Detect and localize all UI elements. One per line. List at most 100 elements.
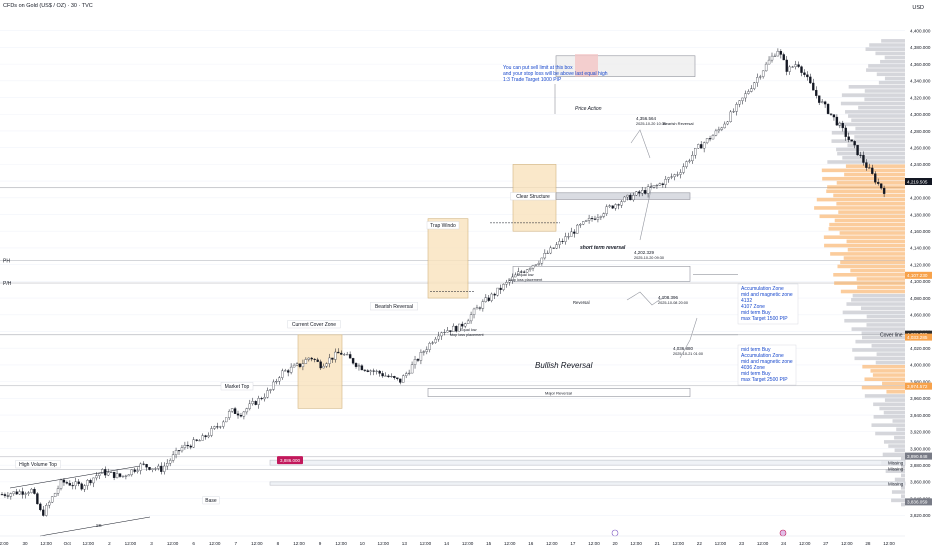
volume-profile-bar	[865, 47, 905, 51]
candle-body	[104, 469, 107, 476]
candle-body	[325, 363, 328, 367]
candle-body	[233, 408, 237, 414]
candle-body	[413, 359, 417, 365]
candle-body	[664, 179, 667, 185]
candle-body	[487, 297, 490, 301]
candle-body	[310, 357, 313, 360]
candle-body	[629, 194, 632, 201]
volume-profile-bar	[873, 415, 905, 419]
candle-body	[871, 167, 874, 174]
candle-body	[596, 217, 600, 220]
clear-structure-label: Clear Structure	[516, 194, 550, 200]
price-badge	[277, 456, 303, 465]
volume-profile-bar	[875, 360, 905, 365]
y-tick-label: 3,820.000	[910, 513, 931, 518]
candle-body	[655, 185, 659, 187]
volume-profile-bar	[833, 273, 905, 277]
candle-body	[393, 376, 396, 378]
volume-profile-bar	[894, 435, 905, 440]
candle-body	[207, 435, 210, 438]
event-marker[interactable]	[779, 529, 787, 537]
candle-body	[440, 332, 443, 337]
accumulation-note-1: mid term Buy	[741, 310, 771, 316]
reversal-date: 2025-10-08 20:00	[658, 301, 688, 305]
y-tick-label: 3,940.000	[910, 413, 931, 418]
volume-profile-bar	[901, 486, 905, 490]
candle-body	[700, 144, 703, 149]
accumulation-note-2: mid term Buy	[741, 347, 771, 353]
candle-body	[154, 468, 157, 470]
candle-body	[614, 204, 617, 209]
candle-body	[829, 113, 833, 115]
bearish-red-box	[575, 54, 598, 77]
candle-body	[80, 483, 83, 490]
candle-body	[9, 493, 13, 497]
candle-body	[157, 465, 160, 469]
y-tick-label: 3,920.000	[910, 430, 931, 435]
y-tick-label: 4,100.000	[910, 279, 931, 284]
x-tick-label: 30	[23, 541, 29, 546]
candle-body	[230, 408, 234, 412]
price-tag	[905, 498, 932, 506]
candle-body	[189, 445, 192, 448]
candle-body	[475, 307, 479, 310]
volume-profile-bar	[814, 206, 905, 210]
candle-body	[561, 241, 564, 242]
volume-profile-bar	[878, 80, 905, 85]
volume-profile-bar	[836, 181, 905, 185]
projection-path	[639, 184, 653, 241]
candle-body	[826, 103, 830, 114]
candle-body	[502, 284, 505, 290]
y-tick-label: 4,300.000	[910, 112, 931, 117]
candle-body	[558, 241, 561, 245]
candle-body	[620, 201, 623, 206]
x-tick-label: 12:00	[167, 541, 179, 546]
x-tick-label: 6	[192, 541, 195, 546]
candle-body	[458, 323, 461, 332]
candle-body	[688, 160, 691, 162]
y-tick-label: 4,180.000	[910, 212, 931, 217]
candle-body	[59, 479, 63, 489]
y-tick-label: 4,340.000	[910, 79, 931, 84]
candle-body	[422, 351, 426, 353]
candle-body	[48, 501, 51, 506]
candle-body	[275, 381, 278, 383]
candle-body	[30, 488, 33, 493]
candle-body	[21, 491, 24, 495]
bearish-reversal-label-bg	[370, 302, 419, 311]
candle-body	[331, 357, 334, 360]
x-tick-label: 12:00	[378, 541, 390, 546]
str-date: 2025-10-20 09:30	[634, 256, 664, 260]
candle-body	[222, 421, 225, 427]
candle-body	[166, 463, 169, 467]
volume-profile-bar	[850, 268, 905, 273]
candle-body	[407, 372, 411, 374]
y-tick-label: 4,380.000	[910, 45, 931, 50]
event-marker[interactable]	[611, 529, 619, 537]
candle-body	[286, 370, 290, 373]
candle-body	[517, 271, 520, 276]
projection-path	[626, 291, 666, 306]
candle-body	[198, 440, 201, 442]
candle-body	[304, 359, 308, 364]
candle-body	[496, 287, 499, 296]
x-tick-label: 12:00	[883, 541, 895, 546]
bullish-date: 2025-10-21 01:00	[673, 352, 703, 356]
candle-body	[523, 271, 526, 273]
equal-low-label: Equal low	[517, 273, 534, 277]
candle-body	[782, 54, 785, 61]
volume-profile-bar	[869, 43, 905, 47]
candle-body	[396, 377, 399, 380]
volume-profile-bar	[876, 352, 905, 356]
candle-body	[838, 122, 842, 126]
sell-note-line: and your stop loss will be above last eq…	[503, 71, 608, 77]
volume-profile-bar	[883, 440, 905, 444]
candle-body	[694, 148, 697, 156]
volume-profile-bar	[866, 68, 905, 72]
candle-body	[210, 428, 213, 436]
candle-body	[239, 415, 243, 417]
volume-profile-bar	[855, 126, 905, 131]
candle-body	[351, 358, 355, 364]
candle-body	[463, 323, 467, 327]
